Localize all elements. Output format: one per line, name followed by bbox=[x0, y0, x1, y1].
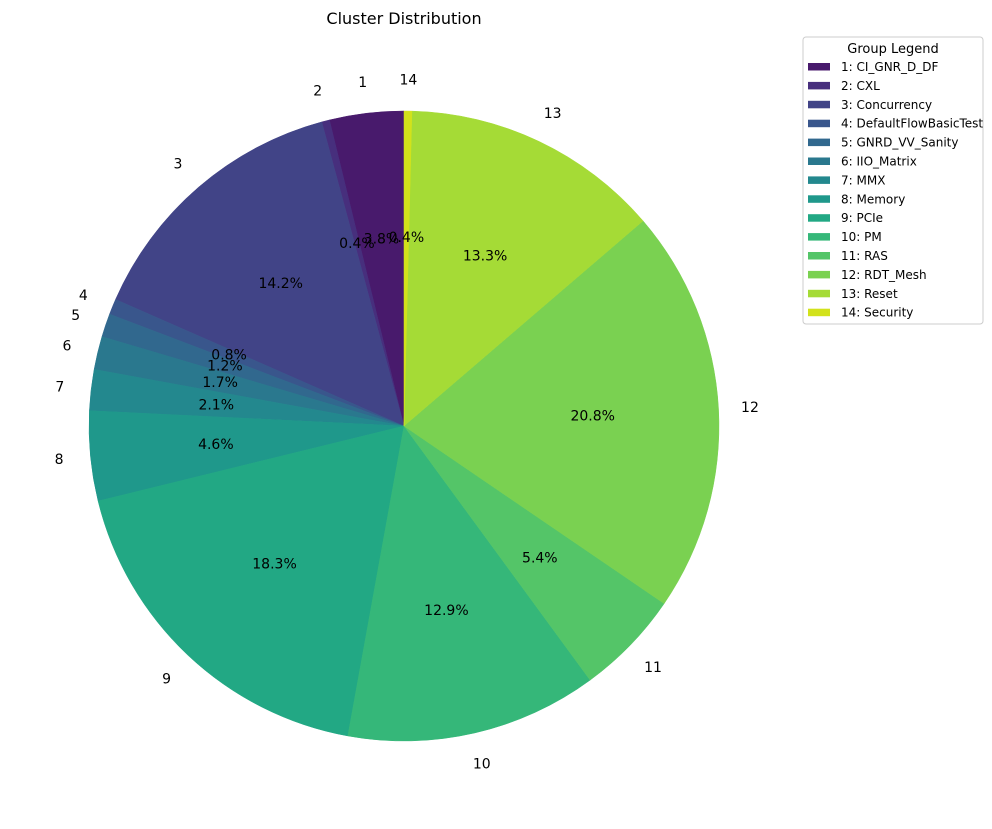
percent-label-11: 5.4% bbox=[522, 550, 558, 566]
percent-label-4: 0.8% bbox=[211, 347, 247, 363]
legend-title: Group Legend bbox=[847, 42, 938, 57]
legend-swatch-11 bbox=[808, 252, 830, 260]
slice-label-8: 8 bbox=[55, 452, 64, 468]
percent-label-9: 18.3% bbox=[252, 557, 296, 573]
percent-label-6: 1.7% bbox=[202, 375, 238, 391]
legend-swatch-9 bbox=[808, 214, 830, 222]
legend-label-8: 8: Memory bbox=[841, 192, 905, 206]
legend-label-2: 2: CXL bbox=[841, 79, 880, 93]
percent-label-7: 2.1% bbox=[198, 397, 234, 413]
slice-label-5: 5 bbox=[71, 308, 80, 324]
pie-slices bbox=[88, 110, 720, 742]
legend: Group Legend 1: CI_GNR_D_DF 2: CXL 3: Conc… bbox=[802, 36, 984, 325]
slice-label-9: 9 bbox=[162, 671, 171, 687]
legend-label-1: 1: CI_GNR_D_DF bbox=[841, 60, 939, 74]
legend-swatch-3 bbox=[808, 100, 830, 109]
legend-label-14: 14: Security bbox=[841, 306, 913, 320]
legend-label-11: 11: RAS bbox=[841, 249, 888, 263]
slice-label-7: 7 bbox=[55, 379, 64, 395]
slice-label-12: 12 bbox=[741, 400, 759, 416]
legend-label-13: 13: Reset bbox=[841, 287, 898, 301]
slice-label-6: 6 bbox=[63, 339, 72, 355]
pie-slice-14 bbox=[403, 110, 413, 427]
legend-label-7: 7: MMX bbox=[841, 173, 885, 187]
legend-frame bbox=[802, 36, 984, 325]
legend-swatch-6 bbox=[808, 157, 830, 165]
legend-label-6: 6: IIO_Matrix bbox=[841, 155, 917, 169]
percent-label-3: 14.2% bbox=[258, 276, 302, 292]
percent-label-8: 4.6% bbox=[198, 437, 234, 453]
percent-label-13: 13.3% bbox=[463, 248, 507, 264]
legend-swatch-8 bbox=[808, 195, 830, 203]
legend-label-12: 12: RDT_Mesh bbox=[841, 268, 927, 282]
slice-label-13: 13 bbox=[544, 106, 562, 122]
percent-label-1: 3.8% bbox=[364, 231, 400, 247]
legend-label-9: 9: PCIe bbox=[841, 211, 883, 225]
legend-label-3: 3: Concurrency bbox=[841, 98, 932, 112]
percent-labels: 3.8%0.4% 14.2% 0.8%1.2%1.7% 2.1% 4.6% 18.3% 12… bbox=[198, 230, 615, 619]
slice-label-2: 2 bbox=[313, 83, 322, 99]
legend-swatch-13 bbox=[808, 289, 830, 298]
slice-label-14: 14 bbox=[399, 73, 417, 89]
pie-slice-9 bbox=[97, 425, 405, 737]
pie-slice-3 bbox=[115, 121, 405, 427]
legend-label-4: 4: DefaultFlowBasicTest bbox=[841, 117, 983, 131]
legend-swatch-5 bbox=[808, 138, 830, 147]
percent-label-14: 0.4% bbox=[389, 230, 425, 246]
slice-label-1: 1 bbox=[358, 75, 367, 91]
legend-swatch-1 bbox=[808, 63, 830, 71]
chart-title: Cluster Distribution bbox=[326, 9, 481, 28]
slice-label-11: 11 bbox=[644, 660, 662, 676]
legend-swatch-12 bbox=[808, 270, 830, 279]
legend-swatch-4 bbox=[808, 119, 830, 128]
slice-label-10: 10 bbox=[473, 757, 491, 773]
percent-label-12: 20.8% bbox=[570, 409, 614, 425]
legend-swatch-7 bbox=[808, 176, 830, 184]
pie-slice-12 bbox=[403, 220, 720, 604]
pie-slice-10 bbox=[347, 425, 591, 742]
slice-label-4: 4 bbox=[79, 288, 88, 304]
slice-label-3: 3 bbox=[173, 156, 182, 172]
percent-label-5: 1.2% bbox=[207, 359, 243, 375]
legend-label-10: 10: PM bbox=[841, 230, 882, 244]
legend-items: 1: CI_GNR_D_DF 2: CXL 3: Concurrency 4: Def… bbox=[808, 60, 983, 320]
pie-slice-13 bbox=[403, 110, 644, 427]
percent-label-2: 0.4% bbox=[339, 236, 375, 252]
legend-swatch-2 bbox=[808, 81, 830, 90]
percent-label-10: 12.9% bbox=[424, 603, 468, 619]
legend-label-5: 5: GNRD_VV_Sanity bbox=[841, 136, 958, 150]
legend-swatch-14 bbox=[808, 308, 830, 317]
legend-swatch-10 bbox=[808, 233, 830, 241]
